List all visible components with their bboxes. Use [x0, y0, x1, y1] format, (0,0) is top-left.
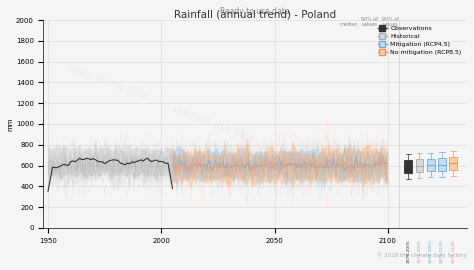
Text: 2071-2100: 2071-2100: [451, 239, 456, 263]
FancyBboxPatch shape: [438, 158, 446, 171]
Text: median: median: [339, 22, 358, 27]
FancyBboxPatch shape: [416, 159, 423, 172]
Text: 90% of
values: 90% of values: [361, 16, 378, 27]
Text: ready to use data: ready to use data: [277, 146, 361, 185]
FancyBboxPatch shape: [449, 157, 457, 170]
FancyBboxPatch shape: [404, 160, 412, 173]
Text: 90% of
values: 90% of values: [383, 16, 399, 27]
Text: Ready to use data: Ready to use data: [220, 7, 290, 16]
Text: 1971-2000: 1971-2000: [418, 239, 421, 263]
Text: ready to use data: ready to use data: [171, 104, 255, 143]
Text: 2021-2050: 2021-2050: [429, 239, 433, 263]
Text: 1979-2005: 1979-2005: [406, 239, 410, 263]
Text: ready to use data: ready to use data: [65, 63, 149, 102]
Text: © 2018 the climate data factory: © 2018 the climate data factory: [377, 253, 467, 258]
Y-axis label: mm: mm: [7, 117, 13, 131]
FancyBboxPatch shape: [427, 159, 435, 171]
Title: Rainfall (annual trend) - Poland: Rainfall (annual trend) - Poland: [174, 9, 337, 19]
Legend: Observations, Historical, Mitigation (RCP4.5), No mitigation (RCP8.5): Observations, Historical, Mitigation (RC…: [375, 23, 464, 57]
Text: 2071-2100: 2071-2100: [440, 239, 444, 263]
